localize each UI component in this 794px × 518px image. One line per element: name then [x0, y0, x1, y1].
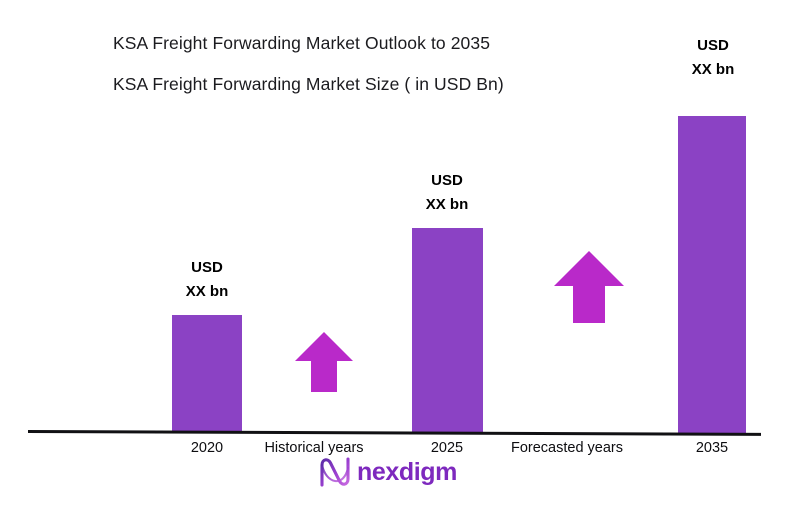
x-axis-tick-2035: 2035 [695, 440, 729, 456]
nexdigm-n-wave-mark [320, 457, 350, 487]
x-axis-label-forecasted-years: Forecasted years [510, 440, 624, 456]
value-label-2025: USD XX bn [397, 169, 497, 217]
bar-2025 [412, 228, 483, 433]
value-label-2035: USD XX bn [663, 34, 763, 82]
nexdigm-logo: nexdigm [318, 456, 457, 488]
chart-subtitle: KSA Freight Forwarding Market Size ( in … [113, 74, 504, 94]
value-label-amount: XX bn [691, 61, 735, 78]
nexdigm-wordmark: nexdigm [357, 457, 457, 486]
value-label-currency: USD [697, 37, 729, 54]
up-arrow-icon [554, 251, 624, 323]
x-axis-tick-2025: 2025 [430, 440, 464, 456]
value-label-2020: USD XX bn [157, 256, 257, 304]
value-label-amount: XX bn [185, 283, 229, 300]
bar-2035 [678, 116, 746, 434]
up-arrow-icon [295, 332, 353, 392]
x-axis-tick-2020: 2020 [190, 440, 224, 456]
x-axis-label-historical-years: Historical years [264, 440, 364, 456]
value-label-currency: USD [431, 172, 463, 189]
bar-2020 [172, 315, 242, 432]
chart-title: KSA Freight Forwarding Market Outlook to… [113, 33, 491, 53]
x-axis-line [27, 430, 762, 436]
value-label-amount: XX bn [425, 196, 469, 213]
value-label-currency: USD [191, 259, 223, 276]
